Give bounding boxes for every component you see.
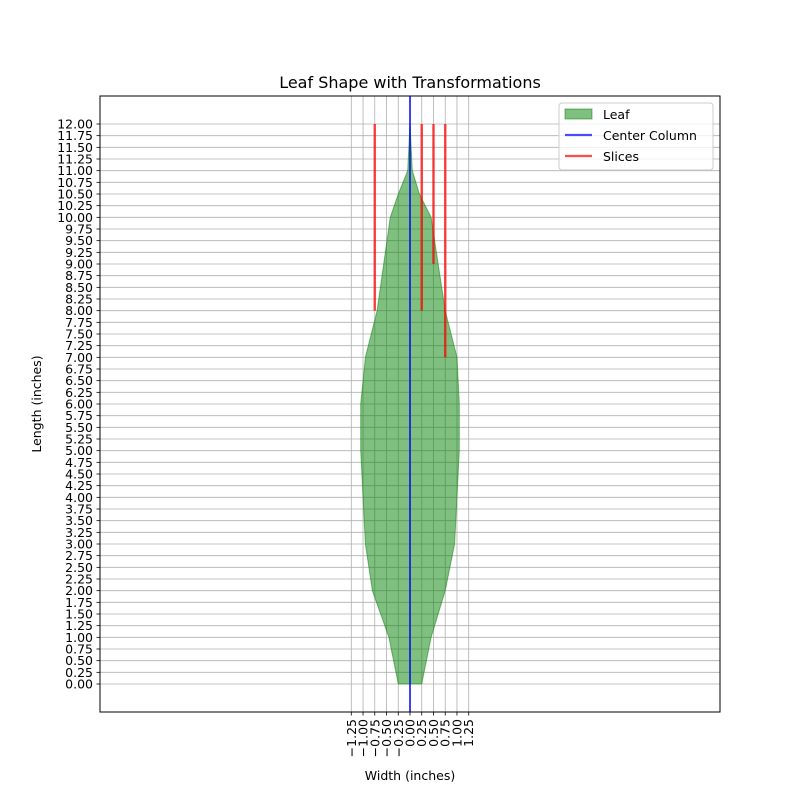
y-tick-label: 4.00 xyxy=(65,490,93,505)
y-tick-label: 8.25 xyxy=(65,292,93,307)
x-tick-label: −0.25 xyxy=(391,719,406,757)
y-tick-label: 11.75 xyxy=(57,128,93,143)
x-tick-label: 0.00 xyxy=(403,719,418,747)
x-tick-label: −1.00 xyxy=(356,719,371,757)
y-tick-label: 4.50 xyxy=(65,467,93,482)
legend-label-leaf: Leaf xyxy=(603,107,630,122)
y-tick-label: 9.25 xyxy=(65,245,93,260)
x-tick-label: 1.25 xyxy=(461,719,476,747)
x-tick-label: −0.50 xyxy=(379,719,394,757)
y-tick-label: 11.00 xyxy=(57,163,93,178)
y-tick-label: 2.25 xyxy=(65,572,93,587)
y-tick-label: 11.50 xyxy=(57,140,93,155)
y-tick-label: 12.00 xyxy=(57,117,93,132)
x-tick-label: 1.00 xyxy=(449,719,464,747)
legend: Leaf Center Column Slices xyxy=(558,102,714,171)
y-tick-label: 3.50 xyxy=(65,513,93,528)
y-tick-label: 6.50 xyxy=(65,373,93,388)
y-axis-label: Length (inches) xyxy=(29,355,44,452)
y-tick-label: 1.00 xyxy=(65,630,93,645)
x-tick-label: 0.25 xyxy=(414,719,429,747)
y-tick-label: 10.75 xyxy=(57,175,93,190)
y-tick-label: 7.00 xyxy=(65,350,93,365)
y-tick-label: 0.25 xyxy=(65,665,93,680)
y-tick-label: 6.00 xyxy=(65,397,93,412)
y-tick-label: 2.50 xyxy=(65,560,93,575)
y-tick-label: 0.75 xyxy=(65,642,93,657)
y-tick-label: 4.25 xyxy=(65,478,93,493)
y-tick-label: 10.25 xyxy=(57,198,93,213)
y-tick-label: 9.50 xyxy=(65,233,93,248)
x-tick-label: −0.75 xyxy=(367,719,382,757)
legend-box xyxy=(558,102,714,171)
y-tick-label: 3.25 xyxy=(65,525,93,540)
y-tick-label: 2.75 xyxy=(65,548,93,563)
x-tick-label: 0.75 xyxy=(438,719,453,747)
y-tick-label: 8.00 xyxy=(65,303,93,318)
y-tick-label: 0.00 xyxy=(65,677,93,692)
x-ticks: −1.25−1.00−0.75−0.50−0.250.000.250.500.7… xyxy=(344,712,476,757)
y-tick-label: 6.25 xyxy=(65,385,93,400)
y-tick-label: 5.25 xyxy=(65,432,93,447)
y-tick-label: 8.75 xyxy=(65,268,93,283)
y-tick-label: 10.50 xyxy=(57,187,93,202)
x-tick-label: 0.50 xyxy=(426,719,441,747)
y-ticks: 0.000.250.500.751.001.251.501.752.002.25… xyxy=(57,117,100,692)
y-tick-label: 7.50 xyxy=(65,327,93,342)
y-tick-label: 1.25 xyxy=(65,618,93,633)
y-tick-label: 1.75 xyxy=(65,595,93,610)
y-tick-label: 8.50 xyxy=(65,280,93,295)
y-tick-label: 2.00 xyxy=(65,583,93,598)
chart-title: Leaf Shape with Transformations xyxy=(279,73,541,92)
y-tick-label: 5.75 xyxy=(65,408,93,423)
y-tick-label: 0.50 xyxy=(65,653,93,668)
y-tick-label: 6.75 xyxy=(65,362,93,377)
y-tick-label: 1.50 xyxy=(65,607,93,622)
y-tick-label: 5.50 xyxy=(65,420,93,435)
x-axis-label: Width (inches) xyxy=(365,768,455,783)
y-tick-label: 9.00 xyxy=(65,257,93,272)
y-tick-label: 10.00 xyxy=(57,210,93,225)
legend-label-slices: Slices xyxy=(603,149,639,164)
y-tick-label: 7.25 xyxy=(65,338,93,353)
y-tick-label: 7.75 xyxy=(65,315,93,330)
x-tick-label: −1.25 xyxy=(344,719,359,757)
y-tick-label: 5.00 xyxy=(65,443,93,458)
y-tick-label: 3.00 xyxy=(65,537,93,552)
legend-label-center-column: Center Column xyxy=(603,128,697,143)
series-layer xyxy=(360,96,460,712)
y-tick-label: 11.25 xyxy=(57,152,93,167)
y-tick-label: 3.75 xyxy=(65,502,93,517)
y-tick-label: 4.75 xyxy=(65,455,93,470)
legend-swatch-leaf xyxy=(564,108,593,120)
y-tick-label: 9.75 xyxy=(65,222,93,237)
